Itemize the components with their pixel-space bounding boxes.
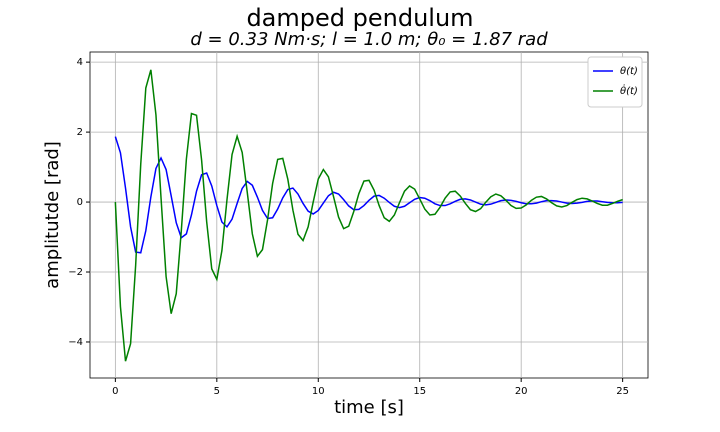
y-tick-label: −2 bbox=[68, 267, 83, 278]
y-tick-label: −4 bbox=[68, 337, 83, 348]
series-line bbox=[114, 69, 623, 362]
x-tick-label: 20 bbox=[515, 386, 528, 397]
x-axis-label: time [s] bbox=[334, 397, 404, 418]
x-tick-label: 15 bbox=[413, 386, 426, 397]
chart-title: damped pendulum bbox=[246, 4, 473, 32]
legend-label: θ̇(t) bbox=[620, 83, 638, 97]
y-tick-label: 2 bbox=[77, 127, 83, 138]
series-line bbox=[114, 136, 623, 254]
x-tick-label: 25 bbox=[616, 386, 629, 397]
legend-box bbox=[587, 56, 643, 108]
x-tick-label: 10 bbox=[312, 386, 325, 397]
y-tick-label: 0 bbox=[77, 197, 83, 208]
y-axis-label: amplitutde [rad] bbox=[42, 141, 63, 289]
chart-subtitle: d = 0.33 Nm·s; l = 1.0 m; θ₀ = 1.87 rad bbox=[190, 29, 548, 50]
x-tick-label: 0 bbox=[112, 386, 118, 397]
y-tick-label: 4 bbox=[77, 57, 83, 68]
plot-frame bbox=[89, 51, 649, 379]
legend-label: θ(t) bbox=[620, 66, 638, 77]
x-tick-label: 5 bbox=[214, 386, 220, 397]
